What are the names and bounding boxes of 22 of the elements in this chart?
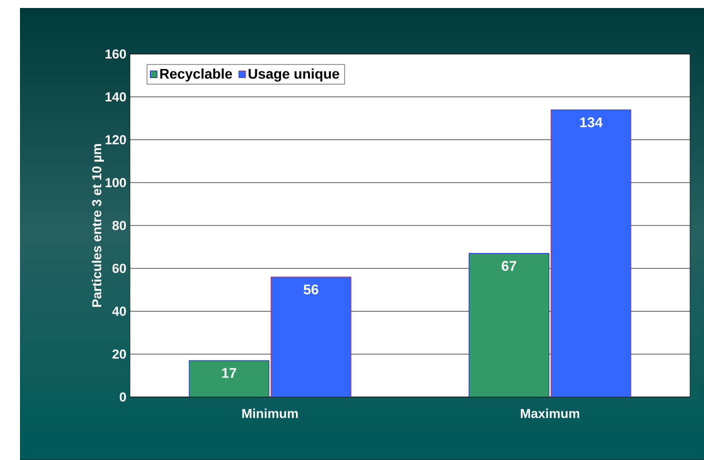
- data-label: 134: [580, 117, 603, 128]
- x-tick-label: Minimum: [242, 408, 298, 418]
- y-tick-label: 40: [112, 306, 126, 316]
- bar: [188, 360, 270, 397]
- data-label: 17: [222, 368, 236, 378]
- x-tick-label: Maximum: [520, 408, 580, 418]
- bar: [468, 253, 550, 397]
- y-tick-label: 160: [106, 49, 126, 59]
- data-label: 67: [502, 260, 516, 271]
- bar: [270, 276, 352, 397]
- y-tick-label: 120: [106, 135, 126, 144]
- y-tick-label: 100: [106, 178, 126, 188]
- y-tick-label: 140: [106, 92, 126, 102]
- y-tick-label: 0: [120, 392, 126, 402]
- y-tick-label: 60: [112, 264, 126, 273]
- data-label: 56: [304, 284, 318, 294]
- y-tick-label: 80: [112, 220, 126, 230]
- legend-label: Usage unique: [248, 68, 340, 82]
- legend-label: Recyclable: [160, 68, 232, 82]
- y-axis-title: Particules entre 3 et 10 µm: [92, 144, 104, 307]
- y-tick-label: 20: [112, 350, 126, 359]
- bar: [550, 109, 632, 397]
